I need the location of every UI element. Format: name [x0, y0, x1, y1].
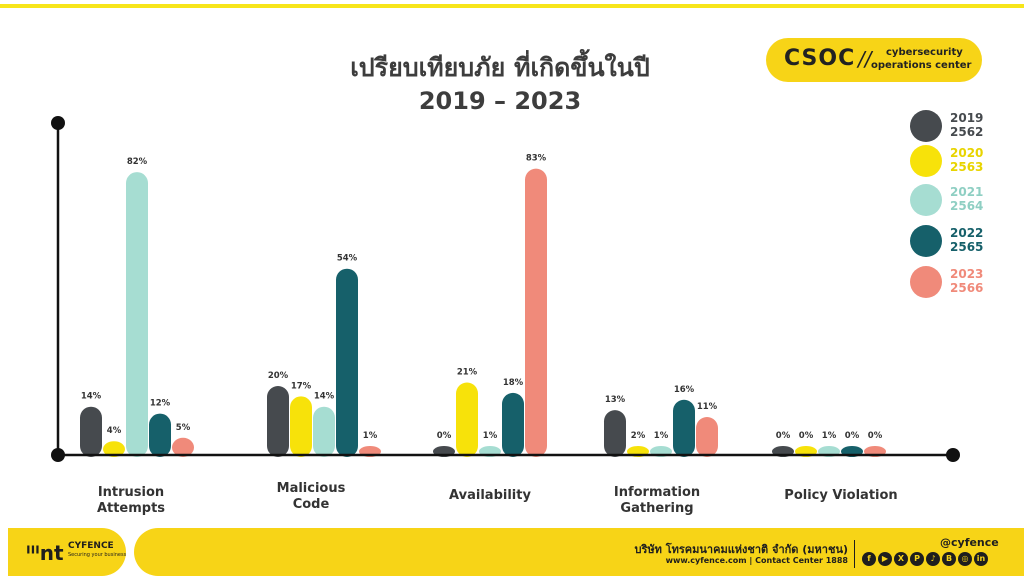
- data-label: 1%: [363, 431, 378, 441]
- legend-item-2021: 2021 2564: [910, 184, 1010, 220]
- bar-2022-2: [502, 392, 524, 457]
- data-label: 14%: [81, 392, 102, 402]
- linkedin-icon[interactable]: in: [974, 552, 988, 566]
- pinterest-icon[interactable]: P: [910, 552, 924, 566]
- legend-year: 2022: [950, 226, 984, 240]
- title-line-2: 2019 – 2023: [418, 87, 582, 115]
- tiktok-icon[interactable]: ♪: [926, 552, 940, 566]
- data-label: 14%: [314, 392, 335, 402]
- legend-year: 2023: [950, 267, 984, 281]
- youtube-icon[interactable]: ▶: [878, 552, 892, 566]
- x-axis-end-dot: [946, 448, 960, 462]
- legend-item-2022: 2022 2565: [910, 225, 1010, 261]
- data-label: 5%: [176, 423, 191, 433]
- bar-2019-3: [604, 410, 626, 457]
- data-label: 1%: [654, 431, 669, 441]
- footer-divider: [854, 540, 855, 568]
- footer-brand-pill: [8, 528, 126, 576]
- category-label: Code: [293, 497, 330, 512]
- legend-item-2023: 2023 2566: [910, 266, 1010, 302]
- data-label: 2%: [631, 431, 646, 441]
- footer-info-pill: [134, 528, 1024, 576]
- line-icon[interactable]: ◎: [958, 552, 972, 566]
- top-accent-bar: [0, 4, 1024, 8]
- data-label: 54%: [337, 254, 358, 264]
- title-line-1: เปรียบเทียบภัย ที่เกิดขึ้นในปี: [350, 53, 650, 82]
- axis-origin-dot: [51, 448, 65, 462]
- bar-2023-2: [525, 168, 547, 457]
- bar-2021-0: [126, 172, 148, 457]
- facebook-icon[interactable]: f: [862, 552, 876, 566]
- company-name: บริษัท โทรคมนาคมแห่งชาติ จำกัด (มหาชน): [634, 543, 848, 556]
- legend-year-be: 2563: [950, 160, 984, 174]
- contact-info: www.cyfence.com | Contact Center 1888: [665, 556, 848, 565]
- data-label: 12%: [150, 399, 171, 409]
- data-label: 11%: [697, 402, 718, 412]
- category-label: Malicious: [277, 481, 346, 496]
- legend-year: 2021: [950, 185, 984, 199]
- legend-year: 2020: [950, 146, 984, 160]
- legend-item-2019: 2019 2562: [910, 110, 1010, 146]
- data-label: 4%: [107, 426, 122, 436]
- bar-2019-1: [267, 386, 289, 457]
- social-handle: @cyfence: [940, 536, 999, 549]
- bar-2019-0: [80, 406, 102, 457]
- category-label: Attempts: [97, 501, 165, 516]
- bar-2020-2: [456, 382, 478, 457]
- legend-swatch: [910, 145, 942, 177]
- data-label: 13%: [605, 395, 626, 405]
- data-label: 83%: [526, 154, 547, 164]
- legend-swatch: [910, 225, 942, 257]
- chart-title: เปรียบเทียบภัย ที่เกิดขึ้นในปี 2019 – 20…: [290, 52, 710, 118]
- data-label: 20%: [268, 371, 289, 381]
- social-icons: f ▶ X P ♪ B ◎ in: [862, 552, 988, 568]
- legend-year-be: 2566: [950, 281, 984, 295]
- data-label: 18%: [503, 378, 524, 388]
- data-label: 1%: [483, 431, 498, 441]
- category-label: Information: [614, 485, 700, 500]
- data-label: 0%: [437, 431, 452, 441]
- legend-year-be: 2565: [950, 240, 984, 254]
- bar-2020-1: [290, 396, 312, 457]
- data-label: 21%: [457, 368, 478, 378]
- data-label: 0%: [845, 431, 860, 441]
- legend-year: 2019: [950, 111, 984, 125]
- legend-year-be: 2562: [950, 125, 984, 139]
- legend-swatch: [910, 110, 942, 142]
- cyfence-logo-text: CYFENCE: [68, 541, 114, 551]
- legend-year-be: 2564: [950, 199, 984, 213]
- category-label: Gathering: [620, 501, 693, 516]
- legend-swatch: [910, 184, 942, 216]
- data-label: 82%: [127, 157, 148, 167]
- bar-2022-1: [336, 268, 358, 457]
- csoc-slash: //: [858, 47, 872, 71]
- data-label: 0%: [868, 431, 883, 441]
- csoc-sub-2: operations center: [871, 60, 972, 71]
- legend-item-2020: 2020 2563: [910, 145, 1010, 181]
- bar-2022-3: [673, 399, 695, 457]
- nt-logo: ᑊᑊᑊnt: [26, 541, 64, 565]
- csoc-badge: CSOC // cybersecurity operations center: [766, 38, 982, 82]
- category-label: Policy Violation: [784, 488, 897, 503]
- bar-2021-1: [313, 406, 335, 457]
- data-label: 16%: [674, 385, 695, 395]
- category-label: Availability: [449, 488, 531, 503]
- data-label: 0%: [776, 431, 791, 441]
- legend-swatch: [910, 266, 942, 298]
- x-icon[interactable]: X: [894, 552, 908, 566]
- cyfence-tagline: Securing your business: [68, 552, 127, 558]
- bar-2023-0: [172, 437, 194, 457]
- data-label: 0%: [799, 431, 814, 441]
- category-label: Intrusion: [98, 485, 164, 500]
- data-label: 1%: [822, 431, 837, 441]
- bar-2022-0: [149, 413, 171, 457]
- data-label: 17%: [291, 381, 312, 391]
- blockdit-icon[interactable]: B: [942, 552, 956, 566]
- bar-2020-0: [103, 441, 125, 457]
- bar-2023-3: [696, 417, 718, 457]
- csoc-label: CSOC: [784, 46, 856, 71]
- csoc-sub-1: cybersecurity: [886, 47, 963, 58]
- y-axis-end-dot: [51, 116, 65, 130]
